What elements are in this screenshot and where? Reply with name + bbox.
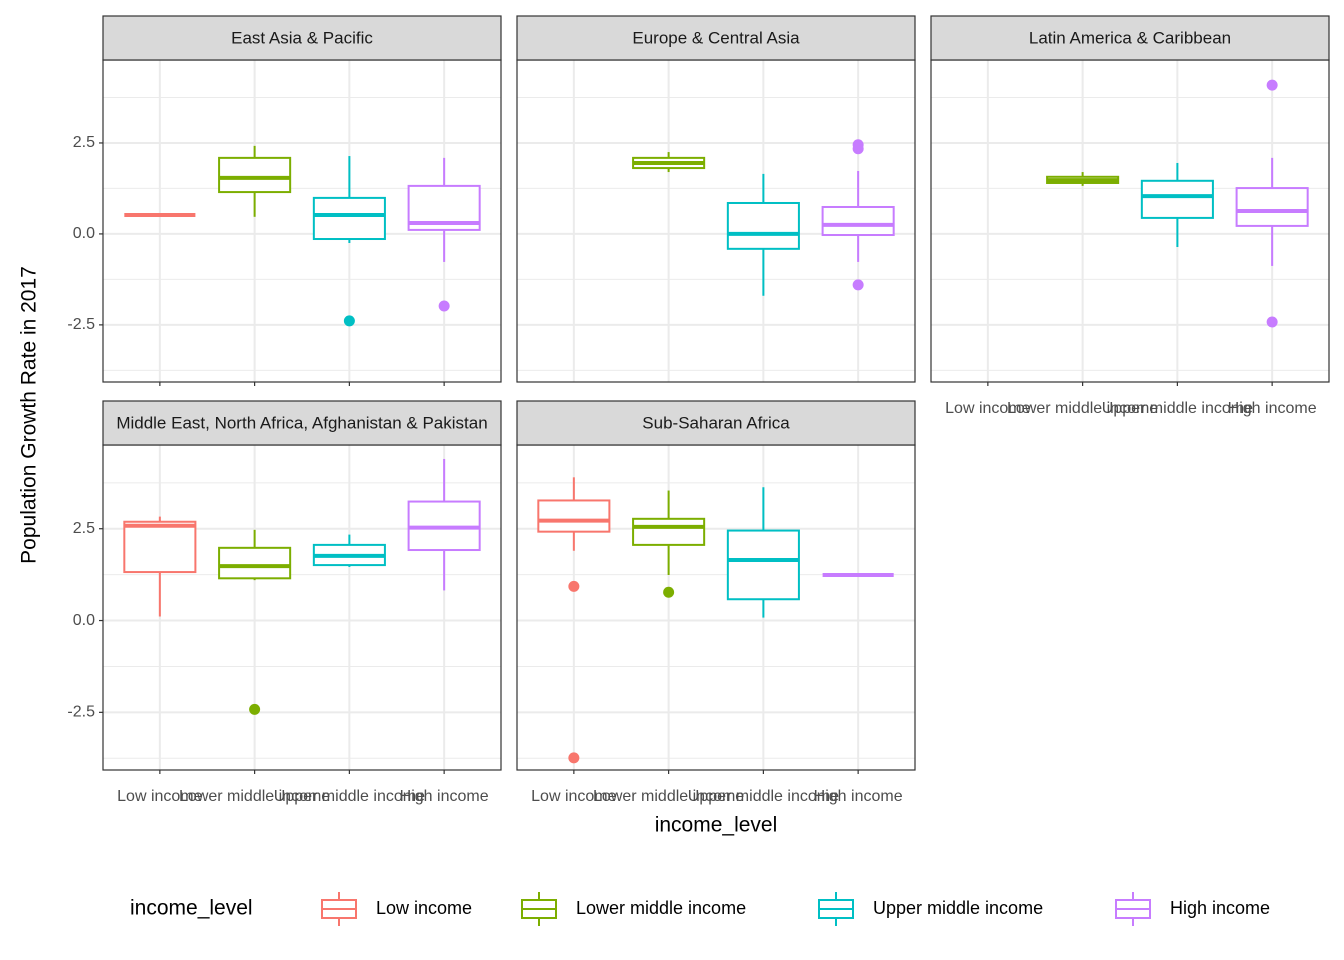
x-tick-label: High income (400, 788, 489, 805)
x-axis-title: income_level (655, 814, 778, 837)
strip-group: Sub-Saharan Africa (642, 413, 790, 432)
panel-background (517, 445, 915, 770)
box (821, 205, 895, 237)
outlier (438, 300, 450, 312)
x-tick-label: Low income (117, 788, 202, 805)
legend-label: Upper middle income (873, 898, 1043, 918)
strip (516, 15, 916, 61)
strip (930, 15, 1330, 61)
box (632, 517, 706, 546)
x-tick-label: Lower middle income (1007, 400, 1158, 417)
outlier (249, 703, 261, 715)
outlier (1266, 79, 1278, 91)
y-tick-label: 2.5 (73, 134, 95, 151)
y-tick-label: 0.0 (73, 225, 95, 242)
outlier (852, 279, 864, 291)
legend-label: Lower middle income (576, 898, 746, 918)
legend-label: High income (1170, 898, 1270, 918)
strip-group: Europe & Central Asia (632, 28, 800, 47)
strip-group: Latin America & Caribbean (1029, 28, 1231, 47)
box (537, 499, 611, 533)
x-tick-label: Upper middle income (274, 788, 425, 805)
x-tick-label: Lower middle income (593, 788, 744, 805)
x-tick-label: High income (814, 788, 903, 805)
outlier (1266, 316, 1278, 328)
x-tick-label: Upper middle income (1102, 400, 1253, 417)
box (312, 196, 386, 241)
strip-title: East Asia & Pacific (231, 28, 373, 47)
strip (516, 400, 916, 446)
y-tick-label: -2.5 (67, 704, 95, 721)
box (726, 201, 800, 250)
x-tick-label: Low income (531, 788, 616, 805)
panel-background (103, 445, 501, 770)
strip-title: Middle East, North Africa, Afghanistan &… (116, 413, 487, 432)
box (1140, 179, 1214, 219)
strip-group: Middle East, North Africa, Afghanistan &… (116, 413, 487, 432)
box (218, 546, 292, 580)
strip (102, 400, 502, 446)
x-tick-label: Low income (945, 400, 1030, 417)
strip-title: Sub-Saharan Africa (642, 413, 790, 432)
box (1235, 187, 1309, 227)
y-tick-label: 0.0 (73, 612, 95, 629)
y-axis-title: Population Growth Rate in 2017 (18, 266, 41, 564)
strip (102, 15, 502, 61)
outlier (663, 586, 675, 598)
strip-title: Europe & Central Asia (632, 28, 800, 47)
legend-title: income_level (130, 897, 253, 920)
strip-group: East Asia & Pacific (231, 28, 373, 47)
y-tick-label: -2.5 (67, 316, 95, 333)
outlier (852, 143, 864, 155)
box (123, 520, 197, 574)
x-tick-label: Lower middle income (179, 788, 330, 805)
box (726, 529, 800, 601)
x-tick-label: High income (1228, 400, 1317, 417)
outlier (568, 752, 580, 764)
strip-title: Latin America & Caribbean (1029, 28, 1231, 47)
outlier (568, 580, 580, 592)
legend-label: Low income (376, 898, 472, 918)
box (218, 156, 292, 194)
x-tick-label: Upper middle income (688, 788, 839, 805)
y-tick-label: 2.5 (73, 520, 95, 537)
outlier (343, 315, 355, 327)
